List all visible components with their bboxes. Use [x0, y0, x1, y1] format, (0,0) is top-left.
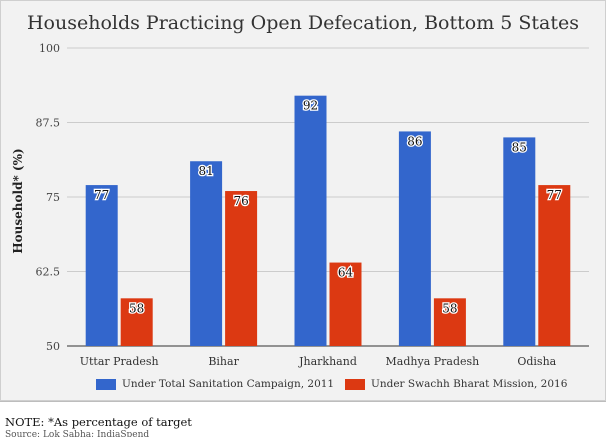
bar-value-label: 77 [94, 188, 109, 202]
x-tick-label: Jharkhand [298, 355, 357, 368]
y-tick-label: 75 [46, 191, 60, 204]
bar-value-label: 77 [547, 188, 562, 202]
y-tick-label: 50 [46, 340, 60, 353]
source-text: Source: Lok Sabha; IndiaSpend [5, 430, 150, 437]
x-tick-label: Bihar [208, 355, 239, 368]
legend-item-sbm[interactable]: Under Swachh Bharat Mission, 2016 [345, 378, 567, 390]
bar-tsc [503, 137, 536, 346]
x-tick-label: Odisha [517, 355, 556, 368]
y-tick-label: 62.5 [36, 266, 61, 279]
legend-swatch-sbm [345, 378, 365, 390]
bar-value-label: 58 [442, 301, 457, 315]
y-tick-label: 87.5 [36, 117, 61, 130]
chart-title: Households Practicing Open Defecation, B… [26, 12, 579, 34]
note-text: NOTE: *As percentage of target [5, 415, 192, 429]
bar-tsc [398, 131, 431, 346]
bar-sbm [433, 298, 466, 346]
bar-value-label: 64 [338, 266, 354, 280]
bar-value-label: 92 [303, 99, 318, 113]
x-tick-label: Madhya Pradesh [386, 355, 480, 368]
bar-tsc [190, 161, 223, 346]
bar-value-label: 76 [233, 194, 248, 208]
bar-chart: 50 62.5 75 87.5 100 Household* (%) 77 58 Uttar P… [11, 42, 589, 368]
bar-sbm [120, 298, 153, 346]
legend-label-sbm: Under Swachh Bharat Mission, 2016 [371, 378, 568, 390]
note-bar [0, 401, 606, 428]
legend-label-tsc: Under Total Sanitation Campaign, 2011 [122, 378, 335, 390]
bar-value-label: 58 [129, 301, 144, 315]
bar-value-label: 81 [198, 164, 213, 178]
y-axis-title: Household* (%) [11, 148, 25, 253]
y-tick-label: 100 [39, 42, 60, 55]
legend-item-tsc[interactable]: Under Total Sanitation Campaign, 2011 [96, 378, 334, 390]
bar-value-label: 86 [407, 134, 422, 148]
bar-value-label: 85 [512, 140, 527, 154]
bar-sbm [225, 191, 258, 346]
bar-sbm [329, 262, 362, 346]
x-tick-label: Uttar Pradesh [80, 355, 159, 368]
legend-swatch-tsc [96, 378, 116, 390]
bar-sbm [538, 185, 571, 346]
bar-tsc [294, 95, 327, 347]
bar-tsc [85, 185, 118, 346]
